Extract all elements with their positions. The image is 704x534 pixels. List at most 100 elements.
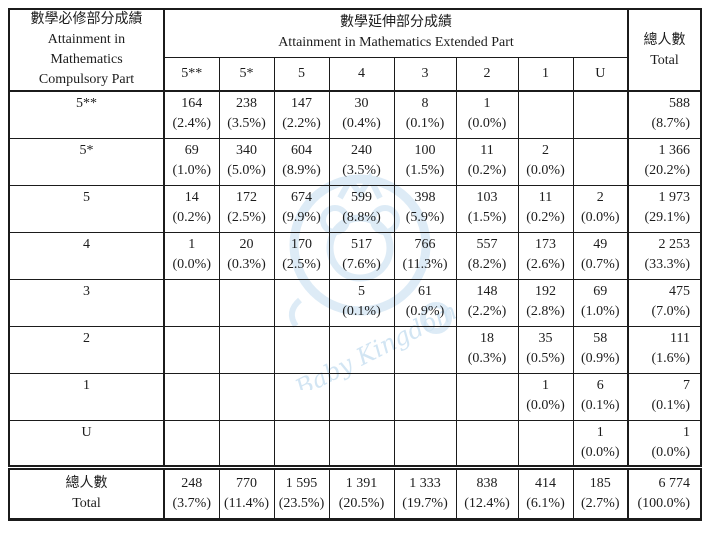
total-row-label-line: 總人數 xyxy=(65,475,108,491)
cell-percentage: (2.7%) xyxy=(581,495,620,511)
cell-count: 173 xyxy=(535,236,556,252)
data-cell: 148 (2.2%) xyxy=(455,278,519,327)
total-label-en: Total xyxy=(650,53,679,68)
data-cell xyxy=(328,325,395,374)
data-cell xyxy=(218,419,275,468)
cell-count: 11 xyxy=(538,189,553,205)
table-row: 4 1 (0.0%) 20 (0.3%) 170 (2.5%) 517 (7.6%) 766 (11… xyxy=(8,231,702,280)
cell-count: 1 xyxy=(596,424,604,440)
data-cell: 192 (2.8%) xyxy=(517,278,574,327)
data-cell: 69 (1.0%) xyxy=(163,137,220,186)
cell-count: 185 xyxy=(589,475,611,491)
cell-percentage: (0.1%) xyxy=(651,397,691,413)
cell-count: 517 xyxy=(351,236,372,252)
row-label: 1 xyxy=(8,372,165,421)
cell-count: 1 391 xyxy=(345,475,378,491)
data-cell: 604 (8.9%) xyxy=(273,137,330,186)
total-data-cell: 1 391 (20.5%) xyxy=(328,464,395,520)
grade-column-4: 4 xyxy=(328,56,395,92)
cell-percentage: (3.5%) xyxy=(227,116,266,131)
cell-count: 49 xyxy=(593,236,608,252)
grade-column-5: 5 xyxy=(273,56,330,92)
cell-percentage: (0.1%) xyxy=(405,116,445,131)
cell-count: 147 xyxy=(291,96,312,111)
data-cell xyxy=(393,419,457,468)
grand-total-cell: 6 774 (100.0%) xyxy=(627,464,702,520)
cell-percentage: (0.3%) xyxy=(227,256,266,272)
data-cell: 30 (0.4%) xyxy=(328,90,395,139)
row-label: U xyxy=(8,419,165,468)
cell-count: 164 xyxy=(181,96,203,111)
cell-count: 838 xyxy=(476,475,498,491)
cell-count: 1 595 xyxy=(285,475,318,491)
row-total-cell: 475 (7.0%) xyxy=(627,278,702,327)
data-cell: 173 (2.6%) xyxy=(517,231,574,280)
grade-header-row: 5** 5* 5 4 3 2 1 U xyxy=(9,56,701,92)
data-cell: 8 (0.1%) xyxy=(393,90,457,139)
total-column-header: 總人數 Total xyxy=(627,8,702,92)
grade-column-2: 2 xyxy=(455,56,519,92)
cell-percentage: (0.0%) xyxy=(581,209,620,225)
cell-count: 61 xyxy=(418,283,432,299)
data-cell xyxy=(572,137,629,186)
cell-percentage: (8.7%) xyxy=(651,116,691,131)
cell-count: 770 xyxy=(236,475,257,491)
row-label: 3 xyxy=(8,278,165,327)
data-cell xyxy=(572,90,629,139)
cell-percentage: (2.6%) xyxy=(526,256,565,272)
cell-count: 2 xyxy=(542,142,549,158)
cell-percentage: (11.3%) xyxy=(402,256,448,272)
cell-count: 7 xyxy=(683,377,690,393)
cell-count: 1 xyxy=(188,236,196,252)
cell-count: 340 xyxy=(236,142,257,158)
cell-percentage: (1.0%) xyxy=(172,162,212,178)
data-cell xyxy=(455,419,519,468)
cell-percentage: (0.0%) xyxy=(526,162,565,178)
row-label: 5* xyxy=(8,137,165,186)
total-data-cell: 1 595 (23.5%) xyxy=(273,464,330,520)
cell-percentage: (1.6%) xyxy=(651,350,691,366)
row-total-cell: 111 (1.6%) xyxy=(627,325,702,374)
cell-percentage: (5.0%) xyxy=(227,162,266,178)
cell-count: 557 xyxy=(476,236,498,252)
compulsory-title-zh: 數學必修部分成績 xyxy=(30,12,143,27)
row-total-cell: 7 (0.1%) xyxy=(627,372,702,421)
cell-percentage: (8.8%) xyxy=(342,209,381,225)
total-data-cell: 248 (3.7%) xyxy=(163,464,220,520)
data-cell: 103 (1.5%) xyxy=(455,184,519,233)
data-cell: 1 (0.0%) xyxy=(163,231,220,280)
cell-count: 1 333 xyxy=(409,475,441,491)
cell-percentage: (1.0%) xyxy=(581,303,620,319)
data-cell xyxy=(163,419,220,468)
cell-count: 240 xyxy=(351,142,372,158)
cell-percentage: (0.2%) xyxy=(526,209,565,225)
data-cell: 5 (0.1%) xyxy=(328,278,395,327)
cell-count: 604 xyxy=(291,142,312,158)
data-cell xyxy=(328,419,395,468)
cell-count: 111 xyxy=(670,330,690,346)
data-cell: 599 (8.8%) xyxy=(328,184,395,233)
data-cell: 170 (2.5%) xyxy=(273,231,330,280)
cell-count: 192 xyxy=(535,283,556,299)
data-cell: 69 (1.0%) xyxy=(572,278,629,327)
cell-count: 69 xyxy=(184,142,199,158)
cell-count: 69 xyxy=(593,283,608,299)
cell-count: 2 xyxy=(596,189,604,205)
table-row: 5** 164 (2.4%) 238 (3.5%) 147 (2.2%) 30 (0.4%) 8 (… xyxy=(8,90,702,139)
cell-percentage: (1.5%) xyxy=(467,209,507,225)
grade-column-5x: 5* xyxy=(218,56,275,92)
cell-count: 14 xyxy=(184,189,199,205)
cell-percentage: (0.5%) xyxy=(526,350,565,366)
extended-part-header: 數學延伸部分成績 Attainment in Mathematics Exten… xyxy=(163,8,629,58)
cell-count: 20 xyxy=(239,236,254,252)
cell-count: 11 xyxy=(480,142,494,158)
data-cell: 1 (0.0%) xyxy=(572,419,629,468)
data-cell xyxy=(273,372,330,421)
row-label: 4 xyxy=(8,231,165,280)
data-cell xyxy=(273,419,330,468)
data-cell: 11 (0.2%) xyxy=(455,137,519,186)
data-cell: 18 (0.3%) xyxy=(455,325,519,374)
data-cell xyxy=(393,372,457,421)
cell-count: 1 xyxy=(542,377,549,393)
